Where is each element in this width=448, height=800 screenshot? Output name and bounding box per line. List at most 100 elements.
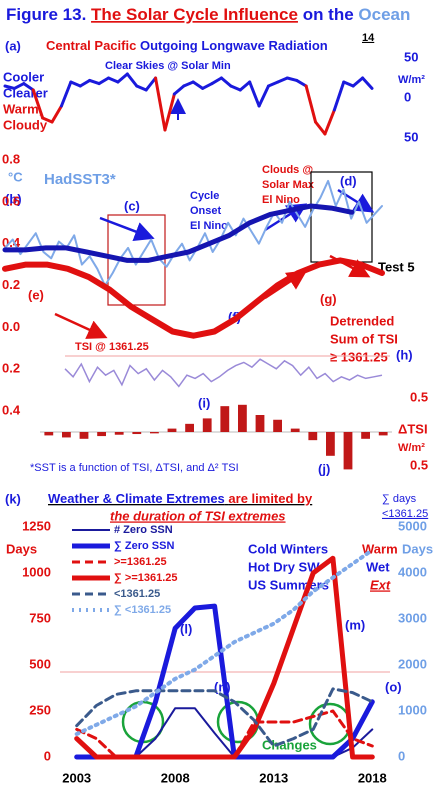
- bar: [343, 432, 353, 470]
- chart-title: Weather & Climate Extremes are limited b…: [48, 491, 313, 506]
- arrow: [99, 216, 155, 242]
- annotation: Clear Skies @ Solar Min: [105, 60, 231, 72]
- figure-number: Figure 13.: [6, 5, 86, 24]
- legend-label: ∑ Zero SSN: [114, 540, 174, 552]
- bar: [79, 432, 89, 439]
- series-line: [2, 257, 385, 339]
- annotation: (l): [180, 621, 192, 636]
- annotation: (c): [124, 198, 140, 213]
- y-unit: °C: [8, 169, 23, 184]
- line-segment: [351, 76, 365, 88]
- annotation: Sum of TSI: [330, 331, 398, 346]
- bar: [202, 418, 212, 432]
- line-segment: [229, 84, 242, 92]
- series-line: [64, 358, 383, 388]
- bar: [44, 432, 54, 436]
- line-segment: [182, 80, 195, 88]
- line-segment: [219, 76, 233, 88]
- line-segment: [201, 82, 214, 90]
- title-part: Weather & Climate Extremes: [48, 491, 225, 506]
- line-segment: [12, 82, 26, 90]
- bar: [132, 432, 142, 435]
- y-tick-label: 4000: [398, 564, 427, 579]
- line-segment: [69, 80, 82, 88]
- line-segment: [22, 82, 35, 92]
- y-tick-label: 2000: [398, 656, 427, 671]
- legend-label: >=1361.25: [114, 556, 167, 568]
- line-segment: [304, 84, 318, 124]
- line-segment: [314, 120, 327, 136]
- line-segment: [257, 84, 270, 108]
- y-tick-label: 50: [404, 49, 418, 64]
- series-line: [75, 707, 374, 758]
- annotation: Onset: [190, 205, 222, 217]
- line-segment: [323, 108, 336, 136]
- annotation: Wet: [366, 559, 390, 574]
- annotation: Cloudy: [3, 117, 48, 132]
- annotation: Solar Max: [262, 179, 315, 191]
- line-segment: [172, 84, 186, 96]
- y-tick-label: 1250: [22, 518, 51, 533]
- line-segment: [163, 92, 176, 132]
- y-tick-label: 250: [29, 702, 51, 717]
- bar: [361, 432, 370, 439]
- title-topic: The Solar Cycle Influence: [91, 5, 298, 24]
- line-segment: [248, 80, 261, 108]
- line-segment: [125, 72, 139, 88]
- line-segment: [116, 72, 129, 84]
- line-segment: [107, 76, 120, 84]
- line-segment: [332, 80, 346, 112]
- title-join: on the: [303, 5, 354, 24]
- annotation: Clouds @: [262, 164, 313, 176]
- bar: [167, 428, 177, 432]
- y-tick-label: 3000: [398, 610, 427, 625]
- line-segment: [266, 80, 280, 88]
- annotation: Ext: [370, 577, 391, 592]
- chart-subtitle: the duration of TSI extremes: [110, 508, 286, 523]
- arrow: [54, 312, 108, 339]
- line-segment: [285, 76, 299, 82]
- y-tick-label: 0.2: [2, 361, 20, 376]
- annotation: Detrended: [330, 313, 394, 328]
- bar: [378, 432, 388, 436]
- legend-label: ∑ >=1361.25: [114, 572, 178, 584]
- bar: [308, 432, 318, 441]
- y-tick-label: 0.2: [2, 277, 20, 292]
- line-segment: [276, 76, 289, 84]
- y-tick-label: 0.6: [2, 193, 20, 208]
- annotation: El Nino: [262, 194, 300, 206]
- line-segment: [3, 84, 16, 90]
- y-tick-label: 750: [29, 610, 51, 625]
- bar: [290, 428, 300, 432]
- y-tick-label: 0: [398, 748, 405, 763]
- arrow: [337, 188, 375, 213]
- title-part: Central Pacific: [46, 38, 136, 53]
- x-tick-label: 2003: [62, 770, 91, 785]
- bar: [255, 415, 265, 432]
- bar: [326, 432, 335, 456]
- x-tick-label: 2008: [161, 770, 190, 785]
- line-segment: [50, 104, 63, 124]
- annotation: Warm,: [3, 101, 42, 116]
- panel-title: Central Pacific Outgoing Longwave Radiat…: [46, 38, 328, 53]
- bar: [185, 423, 194, 432]
- y-tick-label: 0.0: [2, 319, 20, 334]
- line-segment: [154, 76, 167, 132]
- line-segment: [41, 116, 54, 124]
- y2-label: Days: [402, 541, 433, 556]
- title-part: are limited by: [228, 491, 313, 506]
- y-tick-label: 0: [44, 748, 51, 763]
- line-segment: [135, 84, 148, 92]
- y-tick-label: 500: [29, 656, 51, 671]
- annotation: TSI @ 1361.25: [75, 341, 149, 353]
- y-tick-label: 0.4: [2, 402, 21, 417]
- title-part: Outgoing Longwave Radiation: [140, 38, 328, 53]
- panel-label: (k): [5, 491, 21, 506]
- annotation: (e): [28, 287, 44, 302]
- panel-label: (a): [5, 38, 21, 53]
- line-segment: [295, 78, 308, 88]
- line-segment: [97, 76, 111, 86]
- y-tick-label: 0.5: [410, 389, 428, 404]
- series-line: [2, 203, 355, 263]
